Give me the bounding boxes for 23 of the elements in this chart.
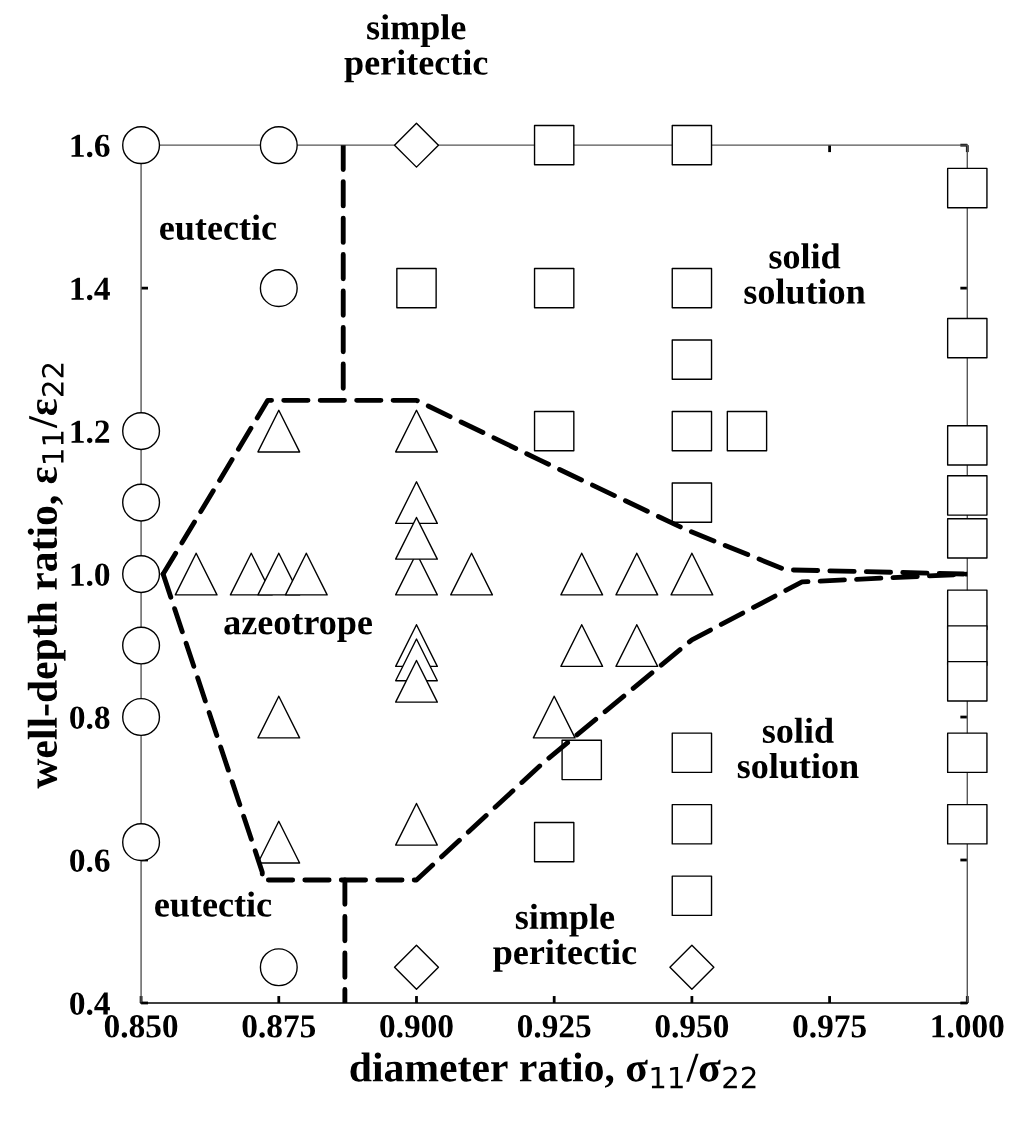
annotation: solid solution <box>744 243 866 305</box>
x-tick-label: 0.850 <box>104 1015 178 1038</box>
x-tick-label: 1.000 <box>932 1015 1004 1038</box>
y-tick-label: 0.4 <box>70 992 110 1016</box>
y-tick-label: 1.2 <box>71 420 110 444</box>
x-axis-title: diameter ratio, σ$_{11}$/σ$_{22}$ <box>350 1052 756 1089</box>
annotation: solid solution <box>737 717 859 779</box>
annotation: azeotrope <box>224 613 373 642</box>
x-tick-label: 0.950 <box>655 1015 729 1038</box>
annotation: simple peritectic <box>493 903 637 972</box>
y-tick-label: 1.0 <box>71 563 110 587</box>
y-tick-label: 1.4 <box>71 277 110 301</box>
y-tick-label: 1.6 <box>71 134 110 158</box>
annotation: eutectic <box>155 891 272 917</box>
x-tick-label: 0.975 <box>793 1015 866 1038</box>
x-tick-label: 0.900 <box>380 1015 453 1038</box>
x-tick-label: 0.875 <box>242 1015 316 1038</box>
y-tick-label: 0.8 <box>70 706 110 730</box>
x-tick-label: 0.925 <box>517 1015 591 1038</box>
y-axis-title: well-depth ratio, ε$_{11}$/ε$_{22}$ <box>27 363 66 789</box>
annotation: eutectic <box>160 214 277 241</box>
text: simple peritectic <box>344 14 488 83</box>
y-tick-label: 0.6 <box>70 849 110 873</box>
